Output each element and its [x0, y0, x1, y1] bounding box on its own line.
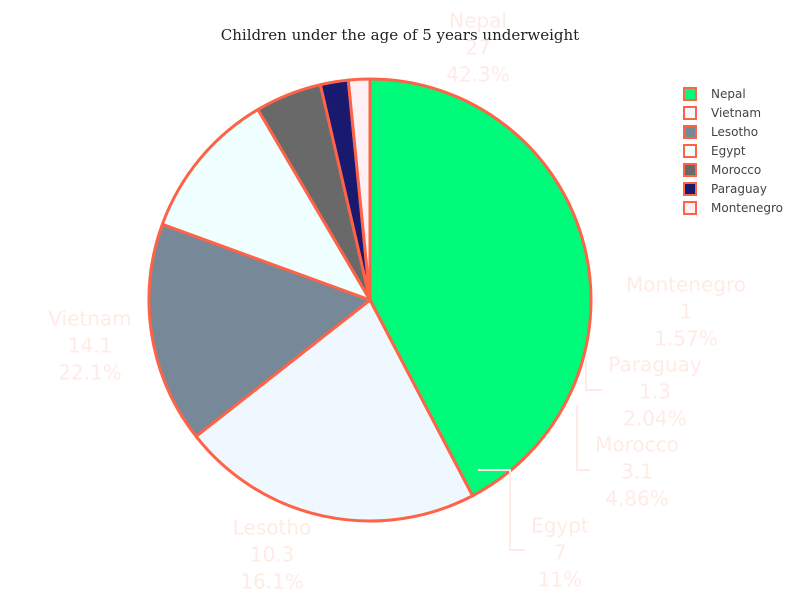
- slice-labels: Nepal 27 42.3% Vietnam 14.1 22.1% Lesotho 10.3 1…: [48, 9, 746, 594]
- slice-label-percent-vietnam: 22.1%: [58, 361, 122, 385]
- slice-label-category-paraguay: Paraguay: [608, 353, 702, 377]
- legend-label-egypt[interactable]: Egypt: [711, 144, 746, 158]
- slice-label-category-nepal: Nepal: [449, 9, 507, 33]
- chart-title: Children under the age of 5 years underw…: [221, 26, 579, 44]
- slice-label-value-lesotho: 10.3: [250, 543, 295, 567]
- slice-label-category-vietnam: Vietnam: [48, 307, 131, 331]
- pie-slice-nepal[interactable]: [368, 77, 593, 498]
- legend-swatch-paraguay[interactable]: [683, 182, 697, 196]
- legend-swatch-vietnam[interactable]: [683, 106, 697, 120]
- slice-label-percent-egypt: 11%: [538, 568, 582, 592]
- label-leader-lines: [478, 360, 602, 551]
- slice-label-value-vietnam: 14.1: [68, 334, 113, 358]
- legend-swatch-nepal[interactable]: [683, 87, 697, 101]
- slice-label-percent-nepal: 42.3%: [446, 63, 510, 87]
- legend-label-vietnam[interactable]: Vietnam: [711, 106, 761, 120]
- pie-slice-vietnam[interactable]: [194, 298, 475, 523]
- slice-label-value-montenegro: 1: [680, 300, 693, 324]
- slice-label-percent-morocco: 4.86%: [605, 487, 669, 511]
- legend-label-morocco[interactable]: Morocco: [711, 163, 761, 177]
- leader-line-paraguay: [585, 360, 602, 391]
- slice-label-percent-paraguay: 2.04%: [623, 407, 687, 431]
- pie-slices: [147, 77, 593, 523]
- pie-slice-egypt[interactable]: [160, 108, 372, 302]
- legend-label-lesotho[interactable]: Lesotho: [711, 125, 758, 139]
- slice-label-category-montenegro: Montenegro: [626, 273, 746, 297]
- legend-label-nepal[interactable]: Nepal: [711, 87, 746, 101]
- slice-label-category-egypt: Egypt: [531, 514, 589, 538]
- pie-slice-montenegro[interactable]: [346, 77, 372, 302]
- slice-label-percent-montenegro: 1.57%: [654, 327, 718, 351]
- slice-label-value-egypt: 7: [554, 541, 567, 565]
- leader-line-morocco: [576, 405, 590, 471]
- legend-label-montenegro[interactable]: Montenegro: [711, 201, 783, 215]
- slice-label-percent-lesotho: 16.1%: [240, 570, 304, 594]
- legend: Nepal Vietnam Lesotho Egypt Morocco Paraguay M…: [683, 87, 783, 215]
- legend-swatch-egypt[interactable]: [683, 144, 697, 158]
- pie-slice-lesotho[interactable]: [147, 222, 372, 438]
- leader-line-egypt: [478, 469, 525, 551]
- slice-label-category-lesotho: Lesotho: [233, 516, 312, 540]
- slice-label-category-morocco: Morocco: [595, 433, 679, 457]
- slice-label-value-nepal: 27: [465, 36, 490, 60]
- legend-swatch-lesotho[interactable]: [683, 125, 697, 139]
- legend-swatch-montenegro[interactable]: [683, 201, 697, 215]
- legend-label-paraguay[interactable]: Paraguay: [711, 182, 767, 196]
- legend-swatch-morocco[interactable]: [683, 163, 697, 177]
- slice-label-value-paraguay: 1.3: [639, 380, 671, 404]
- slice-label-value-morocco: 3.1: [621, 460, 653, 484]
